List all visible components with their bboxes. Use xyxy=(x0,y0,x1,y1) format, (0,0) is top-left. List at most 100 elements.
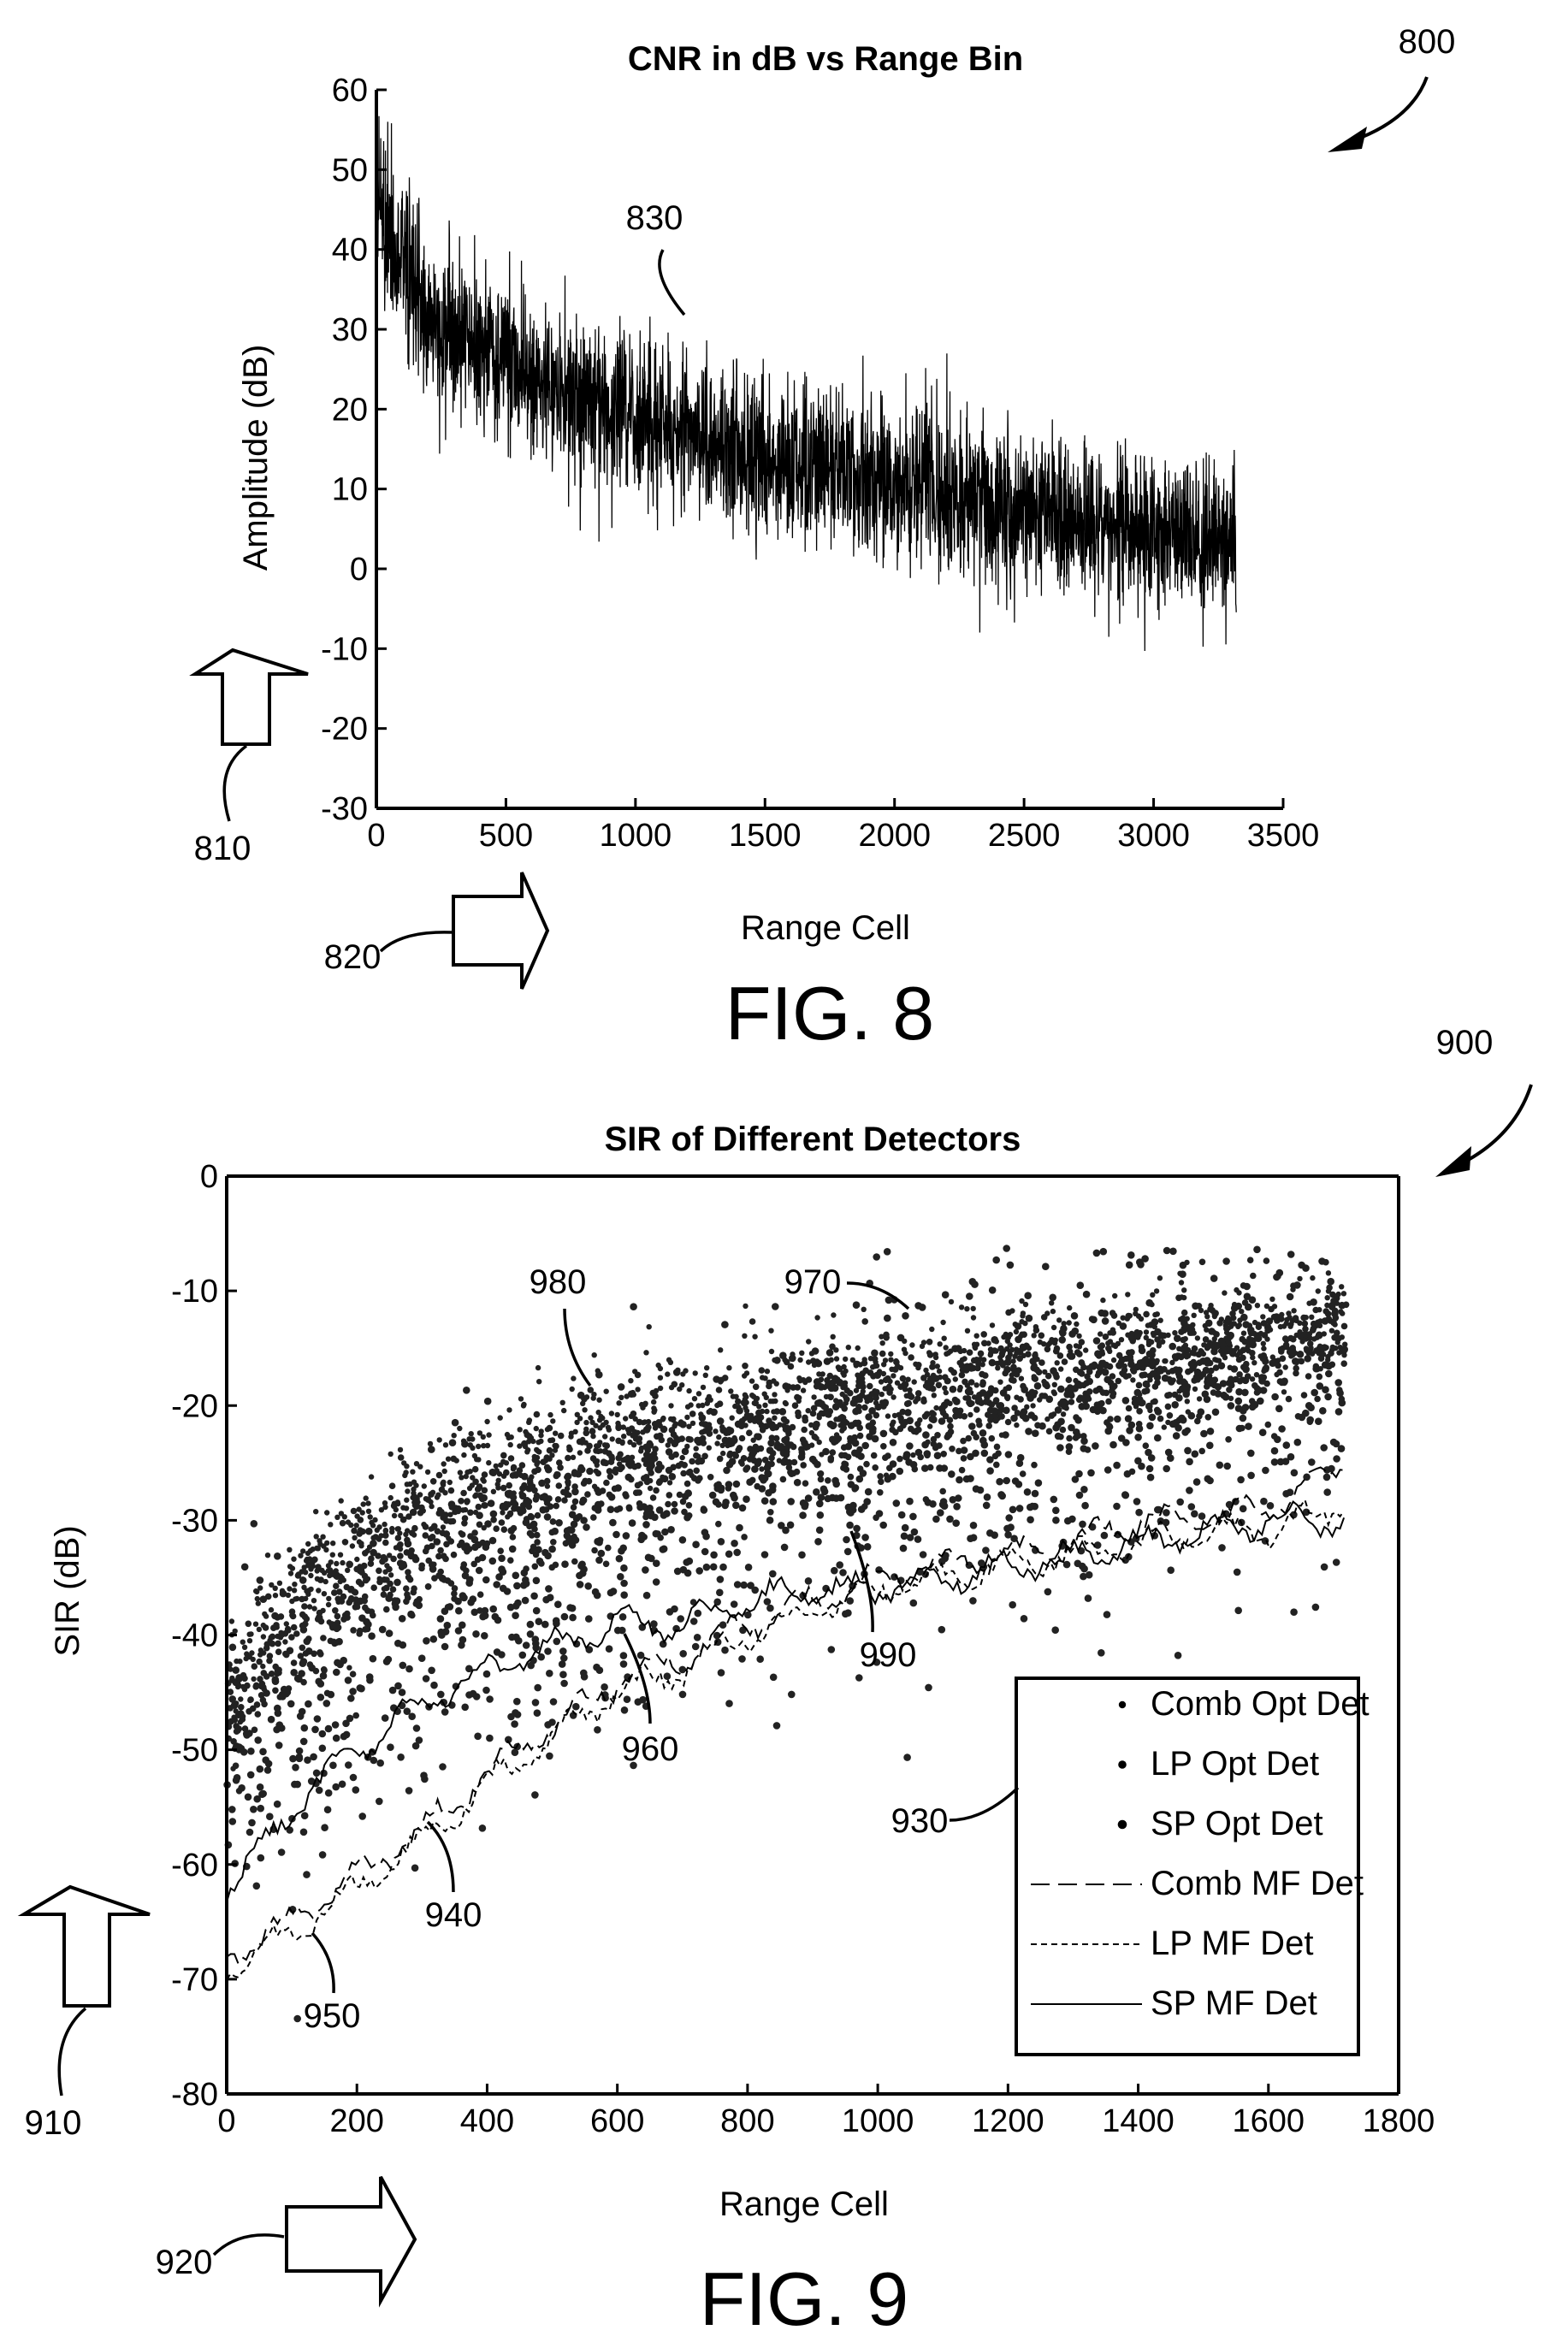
fig9-point xyxy=(605,1544,612,1552)
fig9-point xyxy=(349,1773,358,1782)
fig9-point xyxy=(1109,1383,1117,1391)
fig9-point xyxy=(481,1487,488,1494)
fig9-point xyxy=(655,1479,663,1487)
fig9-point xyxy=(1023,1488,1032,1496)
fig9-point xyxy=(698,1414,707,1422)
ref-830: 830 xyxy=(626,199,683,237)
fig9-point xyxy=(1315,1417,1322,1425)
fig9-point xyxy=(368,1474,375,1480)
fig9-point xyxy=(1204,1327,1210,1333)
fig9-point xyxy=(612,1530,620,1539)
fig9-point xyxy=(1338,1309,1344,1315)
fig9-point xyxy=(328,1559,334,1565)
fig9-point xyxy=(539,1505,547,1514)
fig9-point xyxy=(478,1553,487,1562)
fig9-point xyxy=(1315,1288,1322,1294)
fig9-point xyxy=(983,1493,991,1501)
fig9-point xyxy=(1044,1588,1052,1596)
fig9-point xyxy=(405,1569,411,1576)
fig9-point xyxy=(1306,1347,1313,1354)
fig9-point xyxy=(814,1359,823,1368)
fig9-point xyxy=(345,1567,351,1574)
fig9-point xyxy=(1282,1441,1291,1449)
fig9-point xyxy=(651,1513,659,1522)
fig9-point xyxy=(551,1527,559,1535)
fig9-point xyxy=(743,1466,749,1473)
fig9-point xyxy=(498,1462,504,1468)
fig9-point xyxy=(481,1606,489,1615)
fig9-point xyxy=(1071,1476,1080,1483)
fig9-point xyxy=(811,1434,819,1440)
fig9-point xyxy=(1061,1402,1068,1410)
fig9-point xyxy=(1337,1445,1346,1452)
fig9-point xyxy=(440,1524,447,1530)
fig9-point xyxy=(1269,1296,1275,1303)
fig9-point xyxy=(748,1318,756,1325)
fig9-point xyxy=(609,1436,615,1442)
fig9-point xyxy=(476,1591,484,1598)
fig9-point xyxy=(1007,1342,1013,1348)
fig9-point xyxy=(901,1381,909,1388)
fig9-point xyxy=(785,1458,793,1467)
fig9-point xyxy=(533,1709,541,1717)
fig9-point xyxy=(982,1501,991,1510)
fig9-point xyxy=(1104,1375,1111,1384)
fig9-point xyxy=(533,1425,539,1432)
fig9-point xyxy=(1228,1395,1234,1402)
fig9-point xyxy=(546,1594,554,1601)
fig9-point xyxy=(471,1529,478,1536)
fig9-point xyxy=(932,1515,940,1523)
fig9-point xyxy=(1230,1365,1239,1373)
fig9-point xyxy=(469,1595,477,1603)
fig9-point xyxy=(900,1422,907,1429)
fig9-point xyxy=(549,1698,558,1706)
fig9-point xyxy=(642,1510,650,1517)
fig9-point xyxy=(1261,1355,1269,1362)
fig9-series-sp-mf-det xyxy=(226,1500,1346,1902)
fig9-point xyxy=(593,1422,599,1428)
fig9-point xyxy=(383,1606,390,1613)
fig9-point xyxy=(971,1341,978,1348)
fig9-point xyxy=(739,1626,747,1635)
fig9-point xyxy=(1105,1345,1112,1352)
fig9-point xyxy=(1019,1298,1025,1304)
fig9-point xyxy=(787,1363,795,1370)
fig9-point xyxy=(940,1451,947,1458)
fig9-y-axis-label: SIR (dB) xyxy=(49,1525,86,1656)
fig9-point xyxy=(313,1534,319,1540)
fig9-point xyxy=(695,1391,702,1397)
fig9-point xyxy=(728,1388,734,1394)
fig9-point xyxy=(356,1684,364,1692)
fig9-point xyxy=(385,1594,393,1602)
fig9-point xyxy=(967,1411,973,1418)
fig9-point xyxy=(946,1515,954,1523)
fig9-point xyxy=(1265,1317,1274,1325)
fig9-point xyxy=(1151,1318,1159,1326)
fig9-caption: FIG. 9 xyxy=(700,2256,909,2336)
fig9-point xyxy=(364,1607,371,1614)
fig9-point xyxy=(802,1480,809,1487)
fig9-point xyxy=(899,1408,906,1416)
fig9-point xyxy=(1006,1261,1015,1269)
fig9-point xyxy=(1057,1417,1065,1426)
fig9-point xyxy=(527,1479,534,1487)
fig9-point xyxy=(847,1509,855,1517)
fig9-point xyxy=(979,1429,987,1437)
fig9-point xyxy=(621,1434,627,1440)
fig9-point xyxy=(700,1384,707,1391)
fig9-point xyxy=(811,1347,820,1355)
fig9-point xyxy=(630,1410,637,1417)
fig9-point xyxy=(325,1601,332,1608)
fig9-point xyxy=(896,1467,904,1476)
fig9-point xyxy=(780,1543,789,1552)
fig9-point xyxy=(593,1447,600,1454)
fig9-x-tick-label: 1200 xyxy=(972,2103,1044,2139)
fig9-point xyxy=(238,1784,246,1792)
fig9-point xyxy=(357,1597,364,1606)
fig9-point xyxy=(474,1486,482,1493)
fig9-point xyxy=(494,1481,500,1487)
fig9-y-tick-label: -30 xyxy=(171,1503,218,1539)
fig9-point xyxy=(324,1724,333,1733)
fig9-point xyxy=(328,1621,336,1629)
fig9-point xyxy=(358,1569,365,1576)
